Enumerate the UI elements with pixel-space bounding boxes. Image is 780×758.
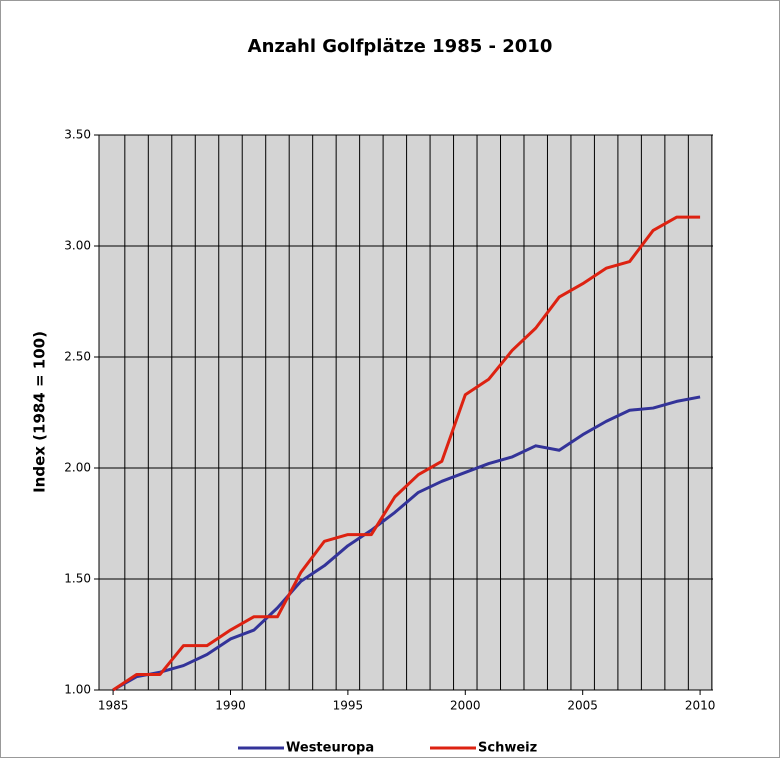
y-tick-label: 2.50: [64, 350, 91, 364]
x-tick-label: 2005: [567, 699, 598, 713]
y-tick-label: 1.50: [64, 572, 91, 586]
x-tick-label: 2000: [450, 699, 481, 713]
plot-area: [99, 135, 713, 690]
legend-label: Westeuropa: [286, 741, 374, 756]
data-line: [112, 395, 701, 692]
x-tick-label: 1990: [215, 699, 246, 713]
y-axis-label: Index (1984 = 100): [31, 331, 49, 493]
y-tick-label: 3.50: [64, 128, 91, 142]
y-tick-label: 2.00: [64, 461, 91, 475]
x-tick-label: 1985: [98, 699, 129, 713]
y-tick-label: 3.00: [64, 239, 91, 253]
y-tick-label: 1.00: [64, 683, 91, 697]
chart-title: Anzahl Golfplätze 1985 - 2010: [248, 36, 553, 57]
x-tick-label: 1995: [333, 699, 364, 713]
x-tick-label: 2010: [685, 699, 716, 713]
data-line: [112, 215, 701, 692]
legend-label: Schweiz: [478, 741, 537, 756]
